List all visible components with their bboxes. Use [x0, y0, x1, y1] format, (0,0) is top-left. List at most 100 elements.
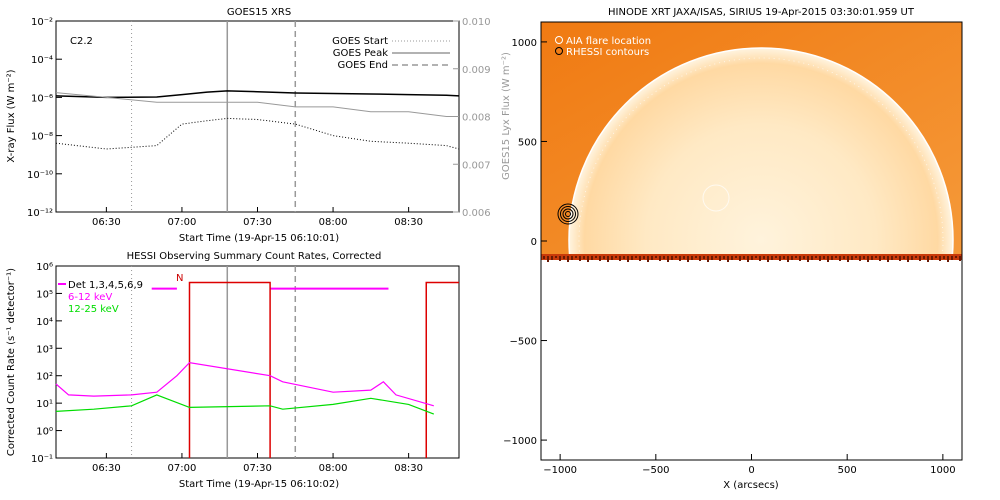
data-edge-speck — [595, 256, 597, 258]
data-edge-speck — [555, 256, 557, 258]
image-xtick-label: −1000 — [543, 465, 577, 476]
data-edge-speck — [911, 256, 913, 260]
aia-legend-label: AIA flare location — [566, 36, 651, 47]
data-edge-speck — [627, 256, 629, 262]
goes-xtick-label: 07:00 — [168, 217, 197, 228]
data-edge-speck — [835, 256, 837, 258]
data-edge-speck — [915, 256, 917, 258]
data-edge-speck — [811, 256, 813, 260]
goes-ytick-right-label: 0.008 — [462, 113, 491, 124]
data-edge-speck — [591, 256, 593, 260]
data-edge-speck — [671, 256, 673, 260]
data-edge-speck — [655, 256, 657, 258]
data-edge-speck — [943, 256, 945, 259]
data-edge-speck — [543, 256, 545, 259]
goes-xtick-label: 08:00 — [319, 217, 348, 228]
data-edge-speck — [679, 256, 681, 261]
image-ytick-label: −1000 — [503, 436, 537, 447]
hessi-xtick-label: 08:30 — [394, 463, 423, 474]
data-edge-speck — [743, 256, 745, 259]
data-edge-speck — [719, 256, 721, 261]
data-edge-speck — [599, 256, 601, 261]
goes-xtick-label: 06:30 — [92, 217, 121, 228]
data-edge-speck — [639, 256, 641, 261]
data-edge-speck — [723, 256, 725, 259]
data-edge-speck — [939, 256, 941, 261]
hessi-ytick-label: 10⁶ — [36, 262, 53, 273]
goes-xlabel: Start Time (19-Apr-15 06:10:01) — [179, 233, 339, 244]
data-edge-speck — [643, 256, 645, 259]
hessi-ytick-label: 10³ — [36, 344, 53, 355]
image-xtick-label: 1000 — [930, 465, 955, 476]
data-edge-speck — [687, 256, 689, 262]
data-edge-speck — [623, 256, 625, 259]
data-edge-speck — [583, 256, 585, 259]
data-edge-speck — [847, 256, 849, 262]
rhessi-legend-label: RHESSI contours — [566, 47, 649, 58]
data-edge-speck — [791, 256, 793, 260]
data-edge-speck — [899, 256, 901, 261]
hessi-panel: HESSI Observing Summary Count Rates, Cor… — [6, 251, 460, 490]
hessi-ticks: 06:30 07:00 07:30 08:00 08:30 10⁶ 10⁵ 10⁴ 10³ 10²… — [31, 262, 423, 474]
goes-series-lyx — [55, 92, 459, 117]
image-ytick-label: 1000 — [512, 38, 537, 49]
goes-legend-end-label: GOES End — [338, 60, 388, 71]
data-edge-speck — [775, 256, 777, 258]
data-edge-speck — [851, 256, 853, 260]
data-edge-speck — [875, 256, 877, 258]
rhessi-contour — [557, 203, 579, 225]
data-edge-speck — [903, 256, 905, 259]
goes-ytick-right-label: 0.009 — [462, 65, 491, 76]
hessi-legend-6-12-label: 6-12 keV — [68, 292, 112, 303]
data-edge-speck — [615, 256, 617, 258]
data-edge-noise — [543, 256, 961, 262]
data-edge-speck — [695, 256, 697, 258]
goes-xtick-label: 08:30 — [394, 217, 423, 228]
hessi-xtick-label: 08:00 — [319, 463, 348, 474]
data-edge-speck — [955, 256, 957, 258]
solar-disk — [569, 48, 953, 260]
data-edge-speck — [571, 256, 573, 260]
data-edge-speck — [831, 256, 833, 260]
goes-ytick-right-label: 0.006 — [462, 208, 491, 219]
data-edge-speck — [891, 256, 893, 260]
data-edge-speck — [691, 256, 693, 260]
rhessi-contours — [557, 203, 579, 225]
goes-series-short — [55, 117, 460, 150]
hessi-xtick-label: 06:30 — [92, 463, 121, 474]
rhessi-contour — [560, 206, 576, 222]
data-edge-speck — [795, 256, 797, 258]
data-edge-speck — [683, 256, 685, 259]
rhessi-contour — [562, 208, 574, 220]
image-xtick-label: −500 — [642, 465, 669, 476]
data-edge-speck — [715, 256, 717, 258]
rhessi-legend-symbol — [555, 47, 563, 55]
data-edge-speck — [607, 256, 609, 262]
data-edge-speck — [651, 256, 653, 260]
data-edge-speck — [879, 256, 881, 261]
hessi-series-6-12-keV — [55, 361, 434, 407]
hessi-title: HESSI Observing Summary Count Rates, Cor… — [127, 251, 382, 262]
goes-ylabel-left: X-ray Flux (W m⁻²) — [6, 69, 17, 162]
data-edge-speck — [759, 256, 761, 261]
hessi-marks — [55, 266, 459, 458]
data-edge-speck — [575, 256, 577, 258]
goes-class-label: C2.2 — [70, 36, 93, 47]
data-edge-speck — [735, 256, 737, 258]
hessi-night-label: N — [176, 273, 183, 284]
data-edge-speck — [631, 256, 633, 260]
image-legend: AIA flare location RHESSI contours — [555, 36, 651, 58]
goes-ytick-left-label: 10⁻¹² — [27, 208, 53, 219]
hessi-legend-12-25-label: 12-25 keV — [68, 304, 119, 315]
data-edge-speck — [767, 256, 769, 262]
data-edge-speck — [747, 256, 749, 262]
data-edge-speck — [799, 256, 801, 261]
data-edge-speck — [887, 256, 889, 262]
data-edge-speck — [883, 256, 885, 259]
goes-legend-start-label: GOES Start — [332, 36, 388, 47]
data-edge-speck — [779, 256, 781, 261]
hessi-plot-frame — [55, 265, 460, 459]
data-edge-speck — [871, 256, 873, 260]
aia-legend-symbol — [555, 36, 563, 44]
